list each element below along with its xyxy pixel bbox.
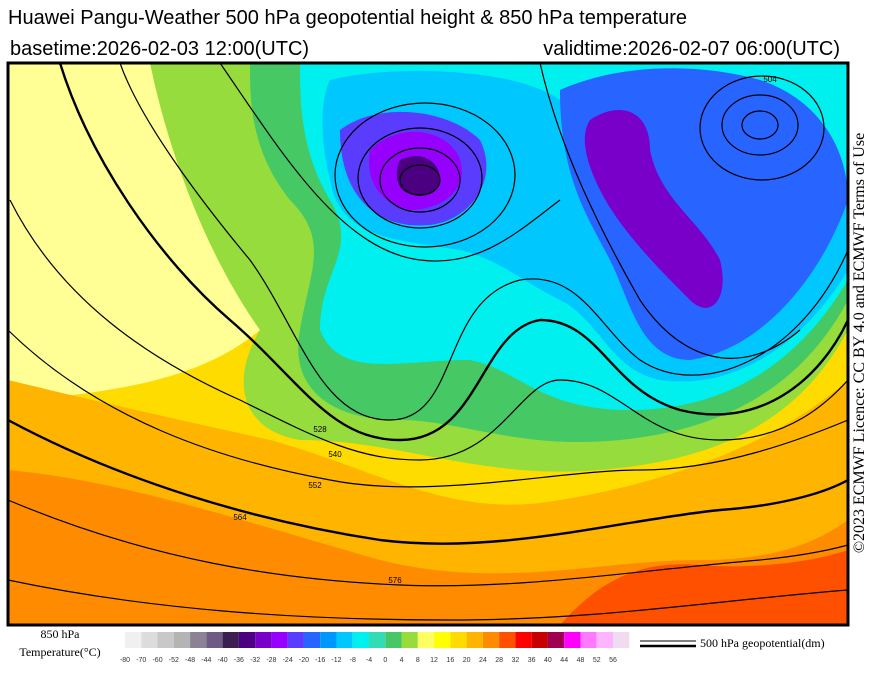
licence-note: ©2023 ECMWF Licence: CC BY 4.0 and ECMWF… — [851, 133, 868, 553]
colorbar-swatch — [401, 632, 418, 648]
colorbar-tick-label: -52 — [169, 657, 179, 664]
colorbar-tick-label: -16 — [315, 657, 325, 664]
colorbar-tick-label: -48 — [185, 657, 195, 664]
colorbar-swatch — [564, 632, 581, 648]
colorbar-tick-label: -28 — [266, 657, 276, 664]
title: Huawei Pangu-Weather 500 hPa geopotentia… — [8, 7, 687, 29]
colorbar-tick-label: 48 — [577, 657, 585, 664]
colorbar-tick-label: -80 — [120, 657, 130, 664]
legend-label: 500 hPa geopotential(dm) — [700, 636, 825, 650]
colorbar-title: 850 hPa — [41, 627, 81, 641]
colorbar-tick-label: 0 — [383, 657, 387, 664]
colorbar-swatch — [369, 632, 386, 648]
colorbar-tick-label: -36 — [234, 657, 244, 664]
colorbar-tick-label: -20 — [299, 657, 309, 664]
colorbar-swatch — [385, 632, 402, 648]
colorbar-tick-label: 28 — [495, 657, 503, 664]
colorbar-swatch — [336, 632, 353, 648]
colorbar: -80 -70 -60 -52 -48 -44 -40 -36 -32 -28 -24 -20 -16-… — [120, 632, 630, 664]
colorbar-tick-label: 56 — [609, 657, 617, 664]
colorbar-swatch — [417, 632, 435, 648]
colorbar-tick-label: 44 — [560, 657, 568, 664]
colorbar-swatch — [450, 632, 467, 648]
colorbar-tick-label: -32 — [250, 657, 260, 664]
contour-label: 564 — [233, 513, 247, 522]
colorbar-swatch — [482, 632, 500, 648]
colorbar-tick-label: 40 — [544, 657, 552, 664]
contour-label: 528 — [313, 425, 327, 434]
colorbar-tick-label: 20 — [463, 657, 471, 664]
colorbar-swatch — [141, 632, 158, 648]
colorbar-swatch — [531, 632, 548, 648]
colorbar-swatch — [434, 632, 451, 648]
colorbar-tick-label: 12 — [430, 657, 438, 664]
colorbar-tick-label: 52 — [593, 657, 601, 664]
colorbar-swatch — [466, 632, 483, 648]
colorbar-swatch — [547, 632, 565, 648]
colorbar-swatch — [173, 632, 191, 648]
colorbar-swatch — [596, 632, 613, 648]
colorbar-tick-label: 24 — [479, 657, 487, 664]
colorbar-tick-label: 8 — [416, 657, 420, 664]
colorbar-swatch — [515, 632, 532, 648]
colorbar-swatch — [320, 632, 337, 648]
colorbar-swatch — [206, 632, 223, 648]
colorbar-swatch — [613, 632, 630, 648]
validtime: validtime:2026-02-07 06:00(UTC) — [543, 38, 840, 60]
colorbar-swatch — [125, 632, 142, 648]
colorbar-swatch — [287, 632, 304, 648]
colorbar-tick-label: -44 — [201, 657, 211, 664]
colorbar-swatch — [499, 632, 516, 648]
colorbar-swatch — [157, 632, 174, 648]
contour-label: 552 — [308, 481, 322, 490]
contour-label: 540 — [328, 450, 342, 459]
colorbar-title: Temperature(°C) — [19, 645, 100, 659]
colorbar-swatch — [222, 632, 239, 648]
map: 504 528 540 552 564 576 — [6, 61, 850, 627]
colorbar-tick-label: 16 — [446, 657, 454, 664]
basetime: basetime:2026-02-03 12:00(UTC) — [10, 38, 309, 60]
colorbar-swatch — [352, 632, 369, 648]
colorbar-tick-label: -24 — [283, 657, 293, 664]
colorbar-swatch — [303, 632, 321, 648]
colorbar-tick-label: 36 — [528, 657, 536, 664]
colorbar-swatch — [271, 632, 288, 648]
colorbar-tick-label: -70 — [136, 657, 146, 664]
colorbar-swatch — [190, 632, 207, 648]
colorbar-tick-label: -8 — [350, 657, 356, 664]
colorbar-swatch — [238, 632, 256, 648]
colorbar-tick-label: 4 — [400, 657, 404, 664]
colorbar-tick-label: 32 — [512, 657, 520, 664]
colorbar-tick-label: -60 — [152, 657, 162, 664]
contour-label: 504 — [763, 75, 777, 84]
contour-label: 576 — [388, 576, 402, 585]
colorbar-swatch — [255, 632, 272, 648]
colorbar-tick-label: -12 — [331, 657, 341, 664]
colorbar-tick-label: -40 — [218, 657, 228, 664]
colorbar-tick-label: -4 — [366, 657, 372, 664]
colorbar-swatch — [580, 632, 597, 648]
